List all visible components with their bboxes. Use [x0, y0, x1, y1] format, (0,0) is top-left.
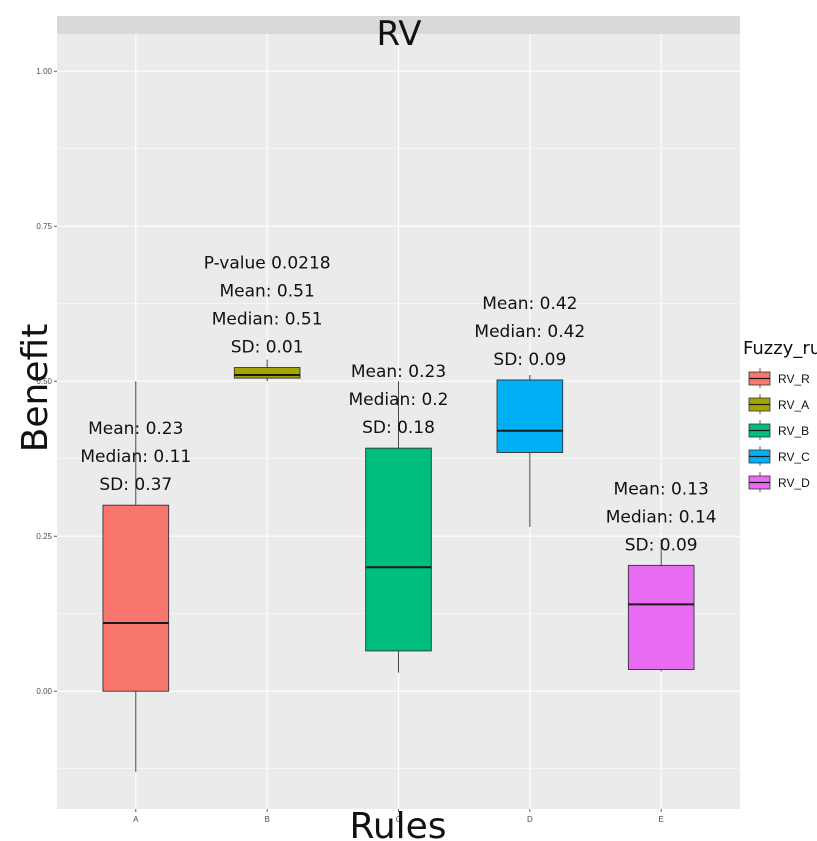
chart-title: RV	[376, 14, 421, 54]
annotations: Mean: 0.23 Median: 0.11 SD: 0.37 P-value 0.…	[80, 254, 716, 556]
annotation-text: SD: 0.09	[625, 535, 698, 555]
x-axis-ticks: A B C D E	[133, 809, 664, 824]
annotation-text: SD: 0.09	[493, 350, 566, 370]
x-tick-label: B	[264, 815, 269, 824]
y-tick-label: 0.75	[36, 222, 52, 231]
y-tick-label: 1.00	[36, 67, 52, 76]
y-tick-label: 0.00	[36, 687, 52, 696]
box-body	[627, 564, 695, 670]
annotation-text: Mean: 0.23	[88, 419, 183, 439]
legend-item-RV_D: RV_D	[748, 472, 810, 492]
annotation-text: Mean: 0.13	[614, 479, 709, 499]
annotation-text: P-value 0.0218	[204, 254, 331, 274]
legend-title: Fuzzy_rule	[743, 338, 817, 359]
annotation-text: Mean: 0.23	[351, 362, 446, 382]
x-tick-label: C	[396, 815, 402, 824]
box-E	[627, 539, 695, 672]
legend-item-RV_R: RV_R	[748, 368, 810, 388]
box-body	[496, 379, 564, 453]
legend-label: RV_A	[778, 398, 809, 412]
x-tick-label: E	[659, 815, 664, 824]
y-axis-title: Benefit	[15, 324, 56, 453]
box-body	[365, 447, 432, 652]
box-A	[102, 381, 170, 772]
box-B	[233, 359, 301, 382]
legend-label: RV_R	[778, 372, 810, 386]
box-body	[233, 367, 301, 379]
legend-item-RV_A: RV_A	[748, 394, 809, 414]
x-tick-label: A	[133, 815, 139, 824]
x-tick-label: D	[527, 815, 533, 824]
legend: Fuzzy_rule RV_R RV_A RV_B RV_C RV_D	[743, 338, 817, 492]
legend-label: RV_C	[778, 450, 810, 464]
y-tick-label: 0.25	[36, 532, 52, 541]
annotation-text: Mean: 0.42	[482, 294, 577, 314]
x-axis-title: Rules	[349, 806, 446, 841]
legend-keys: RV_R RV_A RV_B RV_C RV_D	[748, 368, 810, 492]
legend-label: RV_D	[778, 476, 810, 490]
annotation-text: Median: 0.11	[80, 447, 191, 467]
annotation-text: Median: 0.14	[606, 507, 717, 527]
annotation-text: Median: 0.51	[212, 310, 323, 330]
annotation-text: SD: 0.01	[231, 338, 304, 358]
box-C	[365, 381, 432, 673]
annotation-text: Median: 0.42	[474, 322, 585, 342]
y-tick-label: 0.50	[36, 377, 52, 386]
box-D	[496, 375, 564, 527]
annotation-text: Median: 0.2	[349, 390, 449, 410]
box-body	[102, 504, 170, 692]
legend-label: RV_B	[778, 424, 809, 438]
annotation-text: SD: 0.37	[99, 475, 172, 495]
legend-item-RV_C: RV_C	[748, 446, 810, 466]
annotation-text: SD: 0.18	[362, 418, 435, 438]
boxes	[102, 359, 695, 772]
y-axis-ticks: 0.00 0.25 0.50 0.75 1.00	[36, 67, 57, 696]
facet-strip	[57, 16, 740, 34]
legend-item-RV_B: RV_B	[748, 420, 809, 440]
annotation-text: Mean: 0.51	[219, 282, 314, 302]
